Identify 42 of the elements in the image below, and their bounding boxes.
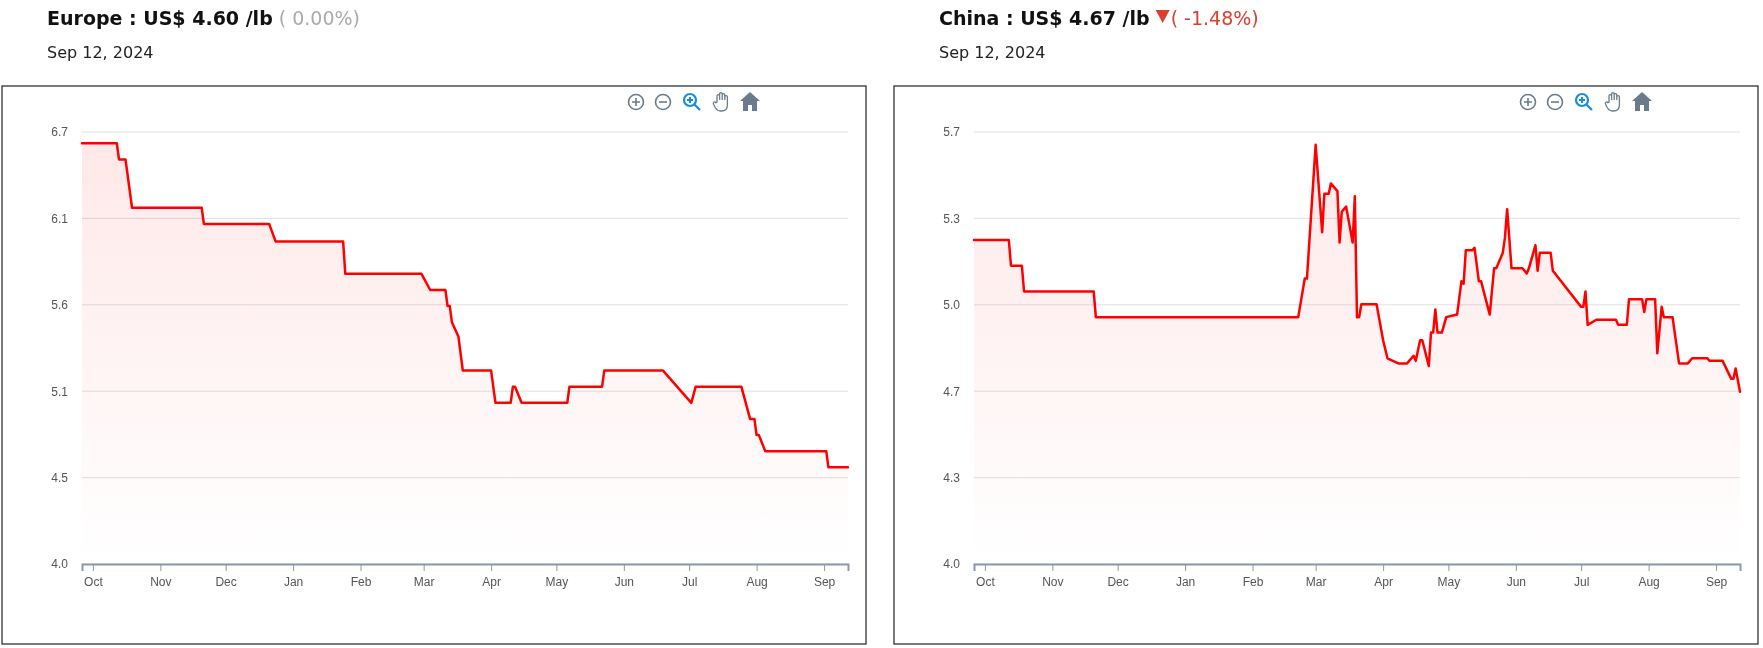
chart-title: Europe : US$ 4.60 /lb bbox=[47, 7, 273, 29]
y-tick-label: 5.1 bbox=[51, 384, 69, 399]
x-tick-label: Dec bbox=[1107, 574, 1129, 589]
y-tick-label: 5.7 bbox=[943, 125, 961, 140]
y-tick-label: 4.3 bbox=[943, 470, 961, 485]
x-tick-label: Feb bbox=[350, 574, 372, 589]
x-tick-label: Aug bbox=[1638, 574, 1660, 589]
x-tick-label: Nov bbox=[1042, 574, 1064, 589]
y-tick-label: 6.7 bbox=[51, 125, 69, 140]
x-tick-label: Sep bbox=[813, 574, 836, 589]
y-tick-label: 4.7 bbox=[943, 384, 961, 399]
chart-subtitle: Sep 12, 2024 bbox=[939, 43, 1046, 62]
y-tick-label: 6.1 bbox=[51, 211, 69, 226]
x-tick-label: Aug bbox=[746, 574, 768, 589]
y-tick-label: 4.0 bbox=[943, 557, 961, 572]
x-tick-label: Sep bbox=[1705, 574, 1728, 589]
y-tick-label: 4.0 bbox=[51, 557, 69, 572]
chart-title: China : US$ 4.67 /lb bbox=[939, 7, 1150, 29]
text: ( 0.00%) bbox=[278, 7, 360, 29]
y-tick-label: 4.5 bbox=[51, 470, 69, 485]
x-tick-label: Apr bbox=[482, 574, 501, 589]
x-tick-label: Jun bbox=[614, 574, 635, 589]
y-tick-label: 5.0 bbox=[943, 298, 961, 313]
x-tick-label: Mar bbox=[413, 574, 435, 589]
x-tick-label: Feb bbox=[1242, 574, 1264, 589]
x-tick-label: Jun bbox=[1506, 574, 1527, 589]
y-tick-label: 5.3 bbox=[943, 211, 961, 226]
x-tick-label: Jul bbox=[681, 574, 698, 589]
x-tick-label: Jan bbox=[1175, 574, 1196, 589]
x-tick-label: May bbox=[545, 574, 569, 589]
text: ( -1.48%) bbox=[1170, 7, 1259, 29]
x-tick-label: Mar bbox=[1305, 574, 1327, 589]
chart-subtitle: Sep 12, 2024 bbox=[47, 43, 154, 62]
x-tick-label: Dec bbox=[215, 574, 237, 589]
y-tick-label: 5.6 bbox=[51, 298, 69, 313]
x-tick-label: May bbox=[1437, 574, 1461, 589]
x-tick-label: Oct bbox=[84, 574, 104, 589]
x-tick-label: Jul bbox=[1573, 574, 1590, 589]
x-tick-label: Nov bbox=[150, 574, 172, 589]
x-tick-label: Jan bbox=[283, 574, 304, 589]
x-tick-label: Oct bbox=[976, 574, 996, 589]
x-tick-label: Apr bbox=[1374, 574, 1393, 589]
